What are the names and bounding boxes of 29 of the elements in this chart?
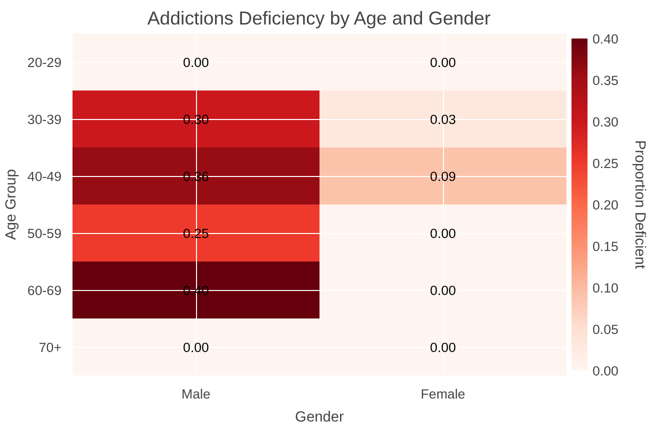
data-label: 0.03	[430, 112, 456, 127]
color-bar-label: 0.15	[592, 239, 618, 254]
chart-title: Addictions Deficiency by Age and Gender	[147, 8, 491, 28]
y-tick-label: 40-49	[27, 169, 62, 184]
y-tick-label: 50-59	[27, 226, 62, 241]
x-tick-label: Female	[420, 386, 466, 402]
color-bar-title: Proportion Deficient	[632, 140, 648, 269]
data-label: 0.00	[430, 340, 456, 355]
y-tick-label: 70+	[38, 340, 62, 355]
data-label: 0.09	[430, 169, 456, 184]
color-bar-label: 0.05	[592, 322, 618, 337]
color-bar-label: 0.00	[592, 364, 618, 378]
data-label: 0.00	[430, 226, 456, 241]
data-label: 0.00	[430, 55, 456, 70]
color-bar-label: 0.10	[592, 280, 618, 296]
color-bar-label: 0.40	[592, 32, 618, 46]
y-tick-label: 20-29	[27, 55, 62, 70]
y-tick-label: 30-39	[27, 112, 62, 127]
x-axis-title: Gender	[295, 410, 344, 426]
data-label: 0.00	[183, 55, 209, 70]
y-tick-label: 60-69	[27, 283, 62, 298]
color-bar-label: 0.35	[592, 73, 618, 88]
data-label: 0.00	[430, 283, 456, 298]
data-label: 0.00	[183, 340, 209, 355]
color-bar-label: 0.20	[592, 198, 618, 212]
color-bar-label: 0.30	[592, 114, 618, 130]
y-axis-title: Age Group	[3, 169, 20, 240]
x-tick-label: Male	[182, 386, 210, 402]
color-bar-label: 0.25	[592, 156, 618, 171]
